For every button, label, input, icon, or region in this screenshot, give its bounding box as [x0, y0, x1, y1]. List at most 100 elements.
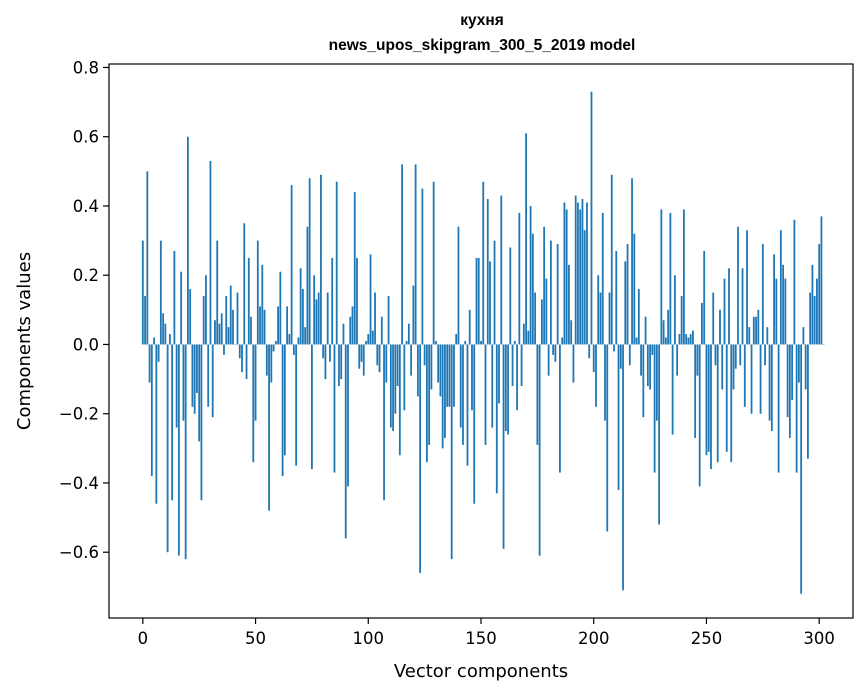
- bar: [164, 323, 167, 345]
- bar: [168, 334, 171, 345]
- bar: [360, 344, 363, 362]
- bar: [392, 344, 394, 432]
- y-tick-label: 0.4: [73, 197, 99, 216]
- bar: [683, 209, 685, 345]
- bar: [804, 344, 807, 390]
- bar: [619, 344, 622, 369]
- bar: [459, 344, 462, 428]
- bar: [432, 181, 435, 345]
- bar: [383, 344, 385, 501]
- bar: [362, 344, 365, 376]
- bar: [696, 344, 699, 376]
- bar: [277, 306, 279, 345]
- bar: [626, 244, 629, 345]
- bar: [274, 341, 277, 345]
- bar: [423, 344, 426, 366]
- bar: [664, 337, 667, 345]
- bar: [556, 244, 559, 345]
- bar: [243, 223, 246, 345]
- bar: [509, 247, 512, 345]
- bar: [816, 278, 818, 345]
- bar: [371, 330, 374, 345]
- bar: [283, 344, 286, 456]
- chart-subtitle: news_upos_skipgram_300_5_2019 model: [329, 37, 636, 54]
- bar: [518, 212, 521, 345]
- bar: [725, 344, 728, 452]
- bar: [414, 164, 417, 345]
- bar: [498, 344, 500, 404]
- bar: [317, 292, 320, 345]
- bar: [779, 230, 782, 345]
- bar: [202, 295, 205, 345]
- bar: [279, 271, 282, 345]
- x-tick-label: 150: [465, 629, 497, 648]
- bar: [144, 295, 146, 345]
- bar: [622, 344, 624, 591]
- x-axis-ticks: 0 50 100 150 200 250 300: [138, 618, 835, 648]
- bar: [723, 278, 726, 345]
- bar: [710, 344, 712, 470]
- x-tick-label: 100: [353, 629, 385, 648]
- bar: [252, 344, 255, 463]
- x-tick-label: 0: [138, 629, 149, 648]
- bar: [385, 344, 388, 383]
- bar: [581, 199, 584, 345]
- bars: [141, 91, 825, 594]
- bar: [529, 205, 532, 345]
- bar: [480, 341, 482, 345]
- bar: [263, 309, 266, 345]
- bar: [631, 178, 633, 345]
- bar: [572, 344, 575, 383]
- bar: [398, 344, 401, 456]
- bar: [245, 344, 248, 380]
- bar: [162, 313, 165, 345]
- bar: [401, 164, 403, 345]
- bar: [159, 240, 162, 345]
- bar: [653, 344, 656, 473]
- bar: [732, 344, 735, 390]
- bar: [324, 344, 327, 380]
- bar: [329, 344, 331, 362]
- bar: [716, 344, 719, 463]
- bar: [261, 264, 264, 345]
- bar: [333, 344, 336, 473]
- bar: [448, 344, 451, 407]
- bar: [748, 327, 751, 345]
- bar: [525, 133, 527, 345]
- bar: [561, 337, 564, 345]
- bar: [187, 136, 189, 345]
- bar: [543, 226, 546, 345]
- bar: [504, 344, 507, 432]
- bar: [782, 264, 785, 345]
- bar: [752, 316, 755, 345]
- bar: [608, 292, 611, 345]
- bar: [586, 202, 588, 345]
- bar: [486, 199, 489, 345]
- bar: [610, 174, 613, 345]
- bar: [365, 341, 367, 345]
- bar: [173, 250, 176, 345]
- bar: [349, 316, 352, 345]
- bar: [730, 344, 733, 463]
- bar: [193, 344, 196, 414]
- bar: [516, 344, 518, 411]
- bar: [759, 344, 762, 414]
- bar: [644, 316, 647, 345]
- y-tick-label: −0.2: [59, 405, 99, 424]
- bar: [491, 344, 494, 428]
- bar: [416, 344, 419, 397]
- bar: [540, 299, 543, 345]
- bar: [175, 344, 178, 428]
- bar: [311, 344, 313, 470]
- bar: [419, 344, 422, 573]
- bar: [671, 344, 674, 435]
- bar: [315, 299, 318, 345]
- bar: [592, 344, 595, 373]
- bar: [439, 344, 442, 397]
- bar: [356, 257, 358, 345]
- bar: [793, 219, 796, 345]
- bar: [205, 275, 207, 345]
- bar: [606, 344, 609, 532]
- bar: [376, 344, 379, 366]
- bar: [800, 344, 803, 594]
